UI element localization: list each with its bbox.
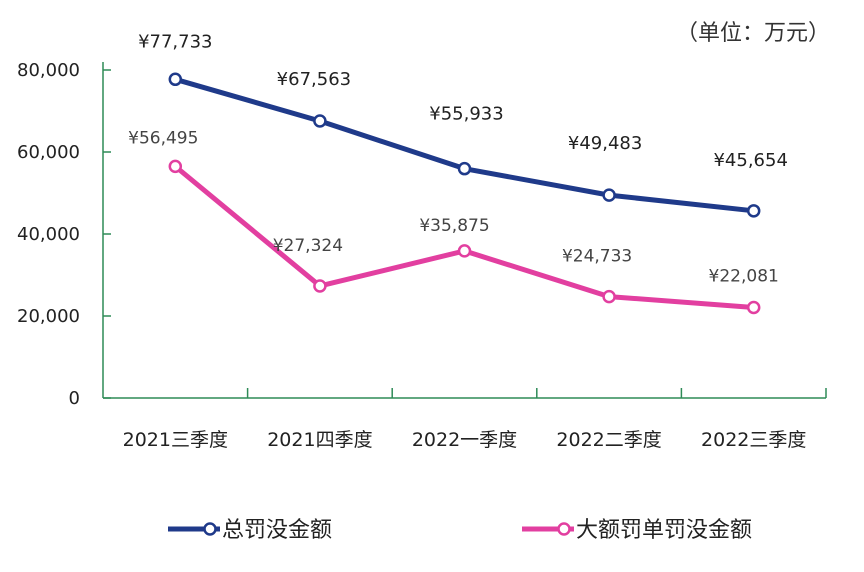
y-tick-label: 60,000 xyxy=(17,142,80,163)
data-label: ¥27,324 xyxy=(273,236,343,256)
y-tick-label: 20,000 xyxy=(17,306,80,327)
series-layer: ¥77,733¥67,563¥55,933¥49,483¥45,654¥56,4… xyxy=(128,31,788,315)
legend-item-1: 总罚没金额 xyxy=(168,518,332,543)
data-label: ¥56,495 xyxy=(128,128,198,148)
legend-point-marker xyxy=(557,522,571,536)
unit-label: （单位：万元） xyxy=(676,21,830,46)
data-point xyxy=(746,300,761,315)
legend-item-2: 大额罚单罚没金额 xyxy=(522,518,752,543)
legend-label: 大额罚单罚没金额 xyxy=(576,518,752,543)
legend-label: 总罚没金额 xyxy=(222,518,332,543)
data-point xyxy=(746,204,761,218)
legend-point-marker xyxy=(203,522,217,536)
x-category-label: 2022三季度 xyxy=(701,429,806,451)
data-label: ¥67,563 xyxy=(277,69,351,90)
data-point xyxy=(168,72,183,87)
legend: 总罚没金额 大额罚单罚没金额 xyxy=(168,518,752,543)
data-label: ¥22,081 xyxy=(709,266,779,286)
data-point xyxy=(602,188,616,202)
data-label: ¥24,733 xyxy=(562,247,632,267)
data-point xyxy=(457,161,472,176)
series-line xyxy=(174,76,754,214)
data-label: ¥35,875 xyxy=(419,216,489,236)
axes: 0 20,000 40,000 60,000 80,000 2021三季度 2021四季度 2… xyxy=(17,60,827,451)
data-point xyxy=(313,279,327,293)
data-label: ¥49,483 xyxy=(568,133,642,154)
series-2: ¥56,495 ¥27,324 ¥35,875 ¥24,733 ¥22,081 xyxy=(128,128,779,315)
series-1: ¥77,733 ¥67,563 ¥55,933 ¥49,483 ¥45,654 xyxy=(138,31,788,218)
y-tick-label: 40,000 xyxy=(17,224,80,245)
y-tick-label: 0 xyxy=(69,388,80,409)
data-point xyxy=(457,244,472,258)
data-point xyxy=(602,289,616,304)
data-label: ¥55,933 xyxy=(429,104,503,125)
data-point xyxy=(313,114,327,128)
data-label: ¥45,654 xyxy=(713,150,787,171)
x-category-label: 2022二季度 xyxy=(556,429,661,451)
data-label: ¥77,733 xyxy=(138,31,212,52)
y-tick-label: 80,000 xyxy=(17,60,80,81)
x-category-label: 2022一季度 xyxy=(412,429,517,451)
x-category-label: 2021四季度 xyxy=(267,429,372,451)
data-point xyxy=(168,159,183,174)
series-line xyxy=(173,164,754,310)
x-category-label: 2021三季度 xyxy=(123,429,228,451)
